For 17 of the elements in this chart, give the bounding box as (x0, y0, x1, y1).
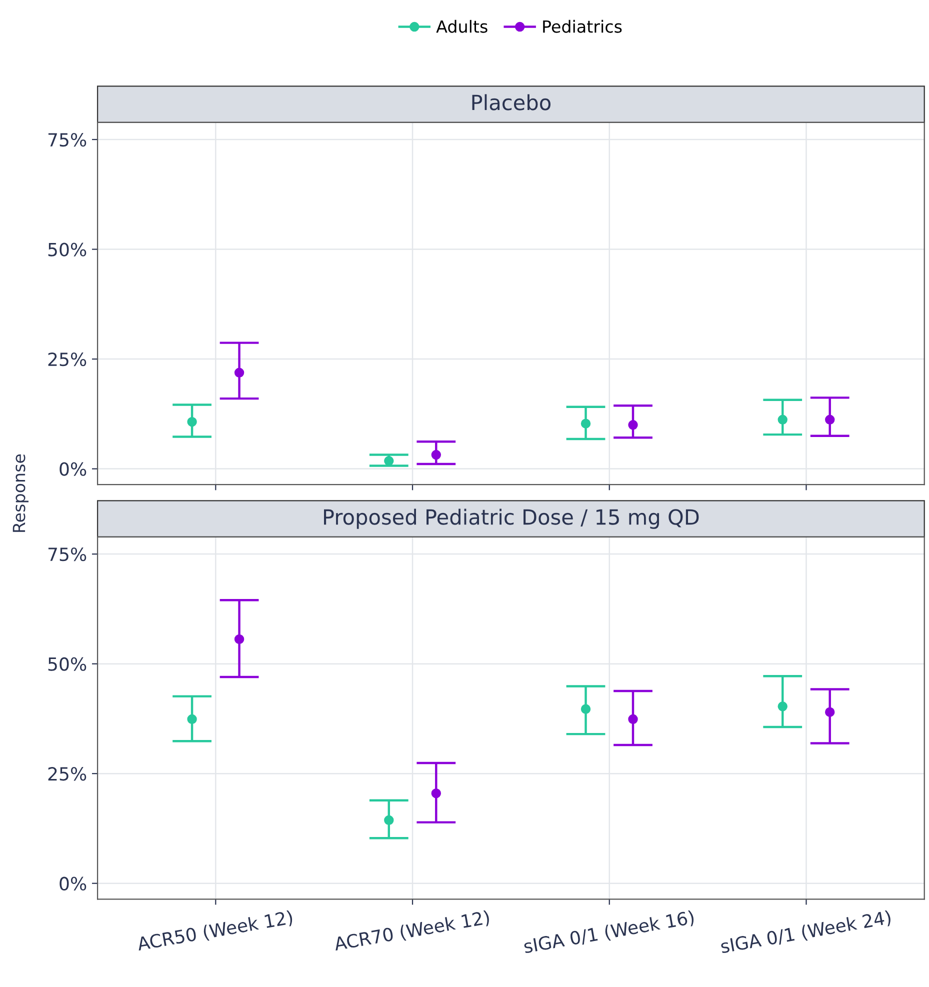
chart-title: Placebo (472, 94, 550, 110)
legend-label: Adults (436, 20, 488, 33)
x-tick-label: sIGA 0/1 (Week 16) (523, 910, 695, 956)
legend-label: Pediatrics (543, 20, 622, 33)
x-tick-label: sIGA 0/1 (Week 24) (720, 910, 892, 956)
x-tick-label: ACR70 (Week 12) (333, 910, 490, 953)
y-tick-label: 25% (48, 352, 86, 366)
y-tick-label: 0% (60, 462, 86, 476)
y-tick-label: 50% (48, 657, 86, 671)
y-tick-label: 0% (60, 876, 86, 890)
y-axis-title: Response (12, 454, 29, 532)
y-tick-label: 25% (48, 767, 86, 781)
x-tick-label: ACR50 (Week 12) (136, 910, 294, 953)
chart-title: Proposed Pediatric Dose / 15 mg QD (324, 508, 699, 529)
y-tick-label: 75% (48, 548, 86, 562)
y-tick-label: 50% (48, 242, 86, 256)
y-tick-label: 75% (48, 132, 86, 147)
